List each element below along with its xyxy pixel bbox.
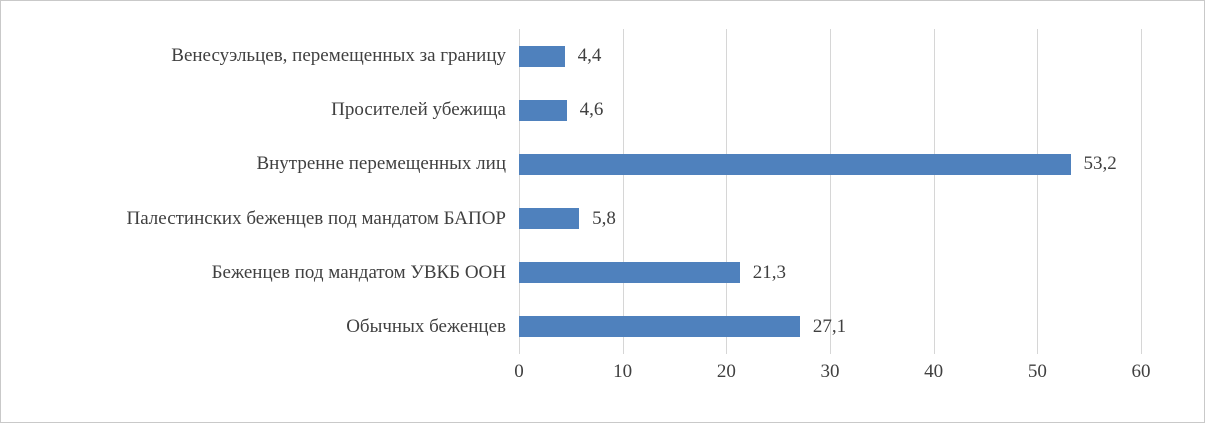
bar-track: 4,6 bbox=[519, 83, 1141, 137]
bar-value-label: 27,1 bbox=[812, 315, 847, 337]
x-axis-tick-label: 0 bbox=[514, 361, 524, 382]
bar-label: Просителей убежища bbox=[331, 99, 506, 121]
bar bbox=[519, 316, 800, 338]
x-axis-tick-label: 60 bbox=[1131, 361, 1151, 382]
bar-label: Венесуэльцев, перемещенных за границу bbox=[171, 45, 506, 67]
gridlines bbox=[519, 29, 1142, 354]
bar-row: Беженцев под мандатом УВКБ ООН 21,3 bbox=[1, 246, 1141, 300]
gridline bbox=[726, 29, 728, 354]
bar-track: 5,8 bbox=[519, 192, 1141, 246]
bar-value-label: 4,6 bbox=[579, 99, 604, 121]
x-axis-tick-label: 30 bbox=[820, 361, 840, 382]
gridline bbox=[1037, 29, 1039, 354]
bar-label: Палестинских беженцев под мандатом БАПОР bbox=[126, 207, 506, 229]
bar-row: Внутренне перемещенных лиц 53,2 bbox=[1, 137, 1141, 191]
gridline bbox=[622, 29, 624, 354]
bar-value-label: 5,8 bbox=[592, 207, 616, 229]
x-axis: 0 10 20 30 40 50 60 bbox=[514, 361, 1150, 387]
gridline bbox=[830, 29, 831, 354]
bar-value-label: 53,2 bbox=[1083, 153, 1117, 175]
bar-track: 27,1 bbox=[519, 300, 1141, 354]
bar bbox=[519, 262, 740, 284]
bar-track: 4,4 bbox=[519, 29, 1141, 83]
bar-label: Беженцев под мандатом УВКБ ООН bbox=[211, 261, 506, 283]
bar-label: Внутренне перемещенных лиц bbox=[256, 153, 506, 175]
bar-track: 53,2 bbox=[519, 137, 1141, 191]
bar-value-label: 21,3 bbox=[752, 261, 787, 283]
gridline bbox=[1141, 29, 1142, 354]
x-axis-tick-label: 20 bbox=[716, 361, 736, 382]
bar-track: 21,3 bbox=[519, 246, 1141, 300]
bar bbox=[519, 99, 567, 121]
bar-label: Обычных беженцев bbox=[346, 315, 506, 337]
bar bbox=[519, 45, 565, 67]
x-axis-tick-label: 10 bbox=[613, 361, 633, 382]
x-axis-tick-label: 50 bbox=[1027, 361, 1047, 382]
bar-row: Просителей убежища 4,6 bbox=[1, 83, 1141, 137]
bar-rows: Венесуэльцев, перемещенных за границу 4,4… bbox=[1, 29, 1141, 354]
bar bbox=[519, 153, 1071, 175]
x-axis-tick-label: 40 bbox=[924, 361, 944, 382]
bar bbox=[519, 208, 580, 230]
bar-row: Венесуэльцев, перемещенных за границу 4,4 bbox=[1, 29, 1141, 83]
bar-row: Обычных беженцев 27,1 bbox=[1, 300, 1141, 354]
bar-row: Палестинских беженцев под мандатом БАПОР… bbox=[1, 192, 1141, 246]
gridline bbox=[933, 29, 935, 354]
gridline bbox=[519, 29, 520, 354]
bar-value-label: 4,4 bbox=[577, 45, 602, 67]
